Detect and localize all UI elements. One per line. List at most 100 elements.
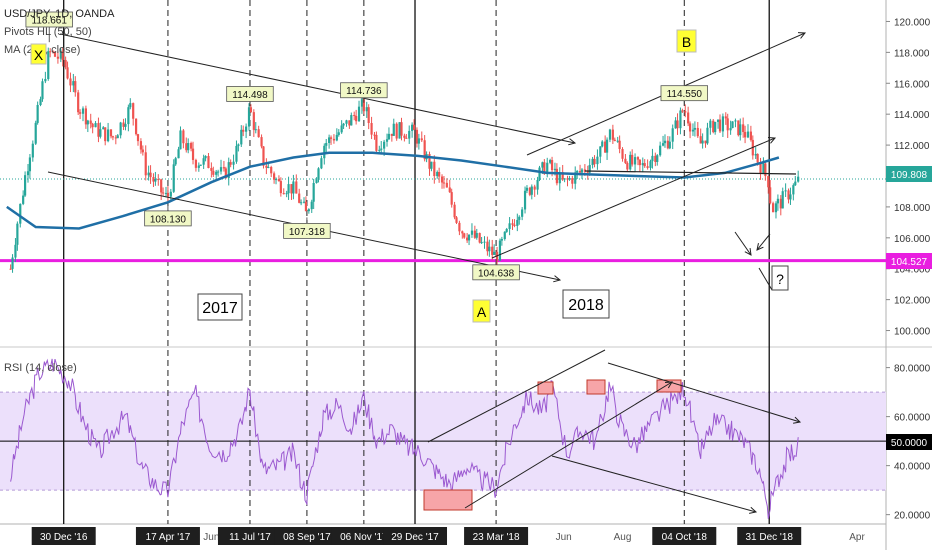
- candle-body: [317, 168, 320, 180]
- candle-body: [641, 163, 644, 166]
- candle-body: [119, 122, 122, 136]
- candle-body: [378, 149, 381, 151]
- candle-body: [94, 123, 97, 128]
- annotation-a: A: [477, 304, 487, 320]
- candle-body: [571, 178, 574, 184]
- candle-body: [746, 131, 750, 138]
- time-tick-label: 17 Apr '17: [146, 532, 191, 543]
- candle-body: [550, 160, 554, 171]
- candle-body: [568, 178, 571, 180]
- annotation-x: X: [34, 47, 44, 63]
- candle-body: [310, 201, 313, 210]
- candle-body: [34, 122, 37, 144]
- candle-body: [16, 223, 19, 245]
- candle-body: [362, 99, 365, 112]
- candle-body: [433, 161, 436, 177]
- rsi-high-highlight-2: [586, 379, 606, 395]
- candle-body: [328, 137, 331, 143]
- candle-body: [279, 181, 282, 194]
- candle-body: [466, 237, 469, 241]
- candle-body: [724, 116, 727, 119]
- candle-body: [395, 123, 398, 139]
- candle-body: [219, 167, 223, 172]
- candle-body: [461, 231, 464, 234]
- candle-body: [743, 132, 747, 138]
- candle-body: [139, 141, 143, 150]
- candle-body: [320, 158, 323, 169]
- candle-body: [436, 172, 439, 177]
- last-price-tag: [886, 166, 932, 182]
- candle-body: [636, 157, 640, 160]
- candle-body: [262, 146, 265, 166]
- price-tick-label: 106.000: [894, 234, 931, 245]
- candle-body: [360, 99, 364, 107]
- candle-body: [232, 161, 235, 165]
- candle-body: [566, 178, 569, 180]
- candle-body: [417, 138, 420, 144]
- time-tick-label: 06 Nov '17: [340, 532, 388, 543]
- candle-body: [787, 190, 790, 200]
- candle-body: [282, 193, 285, 195]
- candle-body: [9, 268, 12, 270]
- candle-body: [127, 107, 130, 125]
- candle-body: [601, 141, 604, 147]
- candle-body: [265, 165, 268, 168]
- candle-body: [533, 186, 536, 190]
- candle-body: [189, 143, 193, 149]
- rising-channel-lower-head: [767, 137, 777, 144]
- candle-body: [69, 78, 72, 86]
- rsi-high-highlight-1: [537, 381, 554, 395]
- candle-body: [72, 81, 75, 86]
- time-tick-label: Aug: [614, 532, 632, 543]
- candle-body: [177, 149, 180, 159]
- time-tick-box: [737, 527, 802, 545]
- rising-channel-lower: [491, 137, 776, 259]
- candle-body: [681, 110, 684, 112]
- candle-body: [79, 112, 82, 114]
- candle-body: [646, 166, 649, 168]
- candles-layer: [9, 47, 800, 273]
- candle-body: [661, 143, 665, 146]
- candle-body: [762, 163, 765, 174]
- candle-body: [498, 240, 502, 261]
- candle-body: [555, 168, 558, 184]
- candle-body: [267, 167, 270, 169]
- candle-body: [561, 172, 564, 180]
- time-axis-ticks: 30 Dec '16 17 Apr '17 Jun 11 Jul '17 08 Sep …: [31, 527, 865, 545]
- candle-body: [367, 107, 370, 124]
- candle-body: [245, 126, 248, 132]
- candle-body: [659, 145, 662, 156]
- candle-body: [285, 193, 288, 195]
- candle-body: [503, 231, 506, 240]
- candle-body: [576, 170, 579, 173]
- candle-body: [61, 50, 64, 60]
- pivot-label: 107.318: [289, 227, 326, 238]
- pivot-label-box: [660, 85, 708, 102]
- pivot-label-box: [144, 210, 192, 227]
- candle-body: [224, 168, 227, 179]
- candle-body: [141, 149, 144, 153]
- candle-body: [626, 162, 629, 170]
- candle-body: [277, 179, 281, 182]
- candle-body: [430, 161, 433, 169]
- candle-body: [28, 157, 32, 172]
- candle-body: [688, 123, 692, 132]
- candle-body: [380, 148, 383, 150]
- candle-body: [613, 139, 616, 141]
- candle-body: [470, 230, 474, 235]
- candle-body: [784, 190, 787, 192]
- candle-body: [411, 124, 414, 131]
- annotation-b: B: [682, 34, 691, 50]
- candle-body: [287, 184, 290, 194]
- candle-body: [194, 159, 198, 168]
- candle-body: [116, 135, 119, 139]
- rsi-rising-support-head: [664, 381, 673, 389]
- candle-body: [134, 118, 138, 135]
- candle-body: [412, 124, 416, 130]
- rsi-axis-ticks: 20.0000 40.0000 60.0000 80.0000: [886, 364, 931, 522]
- candle-body: [486, 241, 489, 252]
- chart-title: USD/JPY, 1D, OANDA: [4, 8, 115, 20]
- candle-body: [122, 122, 125, 127]
- candle-body: [147, 172, 150, 176]
